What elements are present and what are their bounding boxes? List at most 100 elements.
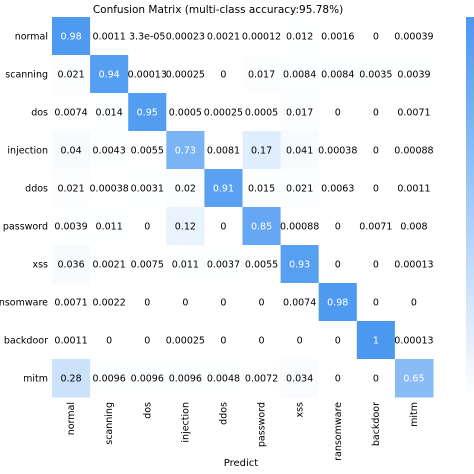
column-tick-label: password <box>257 402 268 447</box>
cell-value-label: 0 <box>182 298 188 309</box>
cell-value-label: 0 <box>297 336 303 347</box>
cell-value-label: 0 <box>144 298 150 309</box>
heatmap-cell <box>128 283 167 322</box>
heatmap-cell <box>52 207 91 246</box>
cell-value-label: 0.0055 <box>245 260 278 271</box>
cell-value-label: 0.93 <box>289 260 310 271</box>
cell-value-label: 0 <box>335 108 341 119</box>
cell-value-label: 0.021 <box>57 184 84 195</box>
cell-value-label: 0.73 <box>175 146 196 157</box>
heatmap-cell <box>90 321 129 360</box>
heatmap-cell <box>280 93 320 132</box>
heatmap-cell <box>204 207 243 246</box>
heatmap-cell <box>318 131 358 170</box>
heatmap-cell <box>90 207 129 246</box>
heatmap-cell <box>356 321 396 360</box>
heatmap-cell <box>90 17 129 56</box>
cell-value-label: 0 <box>373 260 379 271</box>
heatmap-cell <box>90 283 129 322</box>
heatmap-cell <box>128 93 167 132</box>
cell-value-label: 0 <box>335 260 341 271</box>
cell-value-label: 0.00025 <box>166 70 205 81</box>
column-tick-label: dos <box>142 402 153 419</box>
heatmap-cell <box>128 131 167 170</box>
cell-value-label: 0.0055 <box>131 146 164 157</box>
heatmap-cell <box>242 207 282 246</box>
column-tick-label: xss <box>295 402 306 418</box>
cell-value-label: 0.0035 <box>359 70 392 81</box>
heatmap-cell <box>394 169 434 208</box>
heatmap-cell <box>242 55 282 94</box>
heatmap-cell <box>280 245 320 284</box>
column-tick-label: mitm <box>409 402 420 427</box>
heatmap-cell <box>318 359 358 398</box>
cell-value-label: 0.0016 <box>321 32 354 43</box>
cell-value-label: 0 <box>373 146 379 157</box>
heatmap-cells: 0.98 0.0011 3.3e-05 0.00023 0.0021 0.00012 0.0… <box>52 17 434 398</box>
cell-value-label: 0.0005 <box>169 108 202 119</box>
heatmap-cell <box>90 93 129 132</box>
cell-value-label: 0.98 <box>327 298 348 309</box>
cell-value-label: 0.0096 <box>131 374 164 385</box>
cell-value-label: 0.0084 <box>321 70 354 81</box>
heatmap-cell <box>128 55 167 94</box>
heatmap-cell <box>356 207 396 246</box>
column-tick-label: backdoor <box>371 402 382 446</box>
heatmap-cell <box>318 245 358 284</box>
heatmap-cell <box>242 131 282 170</box>
heatmap-cell <box>52 359 91 398</box>
heatmap-cell <box>394 245 434 284</box>
heatmap-cell <box>52 283 91 322</box>
row-tick-label: injection <box>7 146 48 157</box>
heatmap-cell <box>356 131 396 170</box>
heatmap-cell <box>280 207 320 246</box>
cell-value-label: 0.00013 <box>394 336 433 347</box>
cell-value-label: 0.28 <box>60 374 81 385</box>
heatmap-cell <box>394 93 434 132</box>
cell-value-label: 0.02 <box>175 184 196 195</box>
heatmap-cell <box>166 17 205 56</box>
cell-value-label: 0.17 <box>251 146 272 157</box>
cell-value-label: 0.0074 <box>54 108 87 119</box>
cell-value-label: 0 <box>373 32 379 43</box>
cell-value-label: 0.012 <box>286 32 313 43</box>
heatmap-cell <box>128 169 167 208</box>
cell-value-label: 0.0071 <box>359 222 392 233</box>
cell-value-label: 0.0043 <box>93 146 126 157</box>
cell-value-label: 0.0074 <box>283 298 316 309</box>
cell-value-label: 0.041 <box>286 146 313 157</box>
cell-value-label: 0 <box>373 374 379 385</box>
heatmap-cell <box>90 131 129 170</box>
heatmap-cell <box>356 17 396 56</box>
column-labels: normal scanning dos injection ddos password xs… <box>66 402 420 461</box>
heatmap-cell <box>356 359 396 398</box>
cell-value-label: 0.0011 <box>93 32 126 43</box>
cell-value-label: 0.0037 <box>207 260 240 271</box>
heatmap-cell <box>318 283 358 322</box>
cell-value-label: 0.00039 <box>394 32 433 43</box>
row-tick-label: xss <box>32 260 48 271</box>
column-tick-label: normal <box>66 402 77 435</box>
heatmap-cell <box>128 207 167 246</box>
heatmap-cell <box>318 17 358 56</box>
heatmap-cell <box>394 321 434 360</box>
cell-value-label: 0.98 <box>60 32 81 43</box>
cell-value-label: 0.0096 <box>93 374 126 385</box>
heatmap-cell <box>204 321 243 360</box>
heatmap-cell <box>318 93 358 132</box>
heatmap-cell <box>242 17 282 56</box>
cell-value-label: 0.0011 <box>397 184 430 195</box>
cell-value-label: 0.0021 <box>207 32 240 43</box>
heatmap-cell <box>128 17 167 56</box>
cell-value-label: 0.036 <box>57 260 84 271</box>
heatmap-cell <box>356 93 396 132</box>
column-tick-label: injection <box>180 402 191 443</box>
heatmap-cell <box>318 55 358 94</box>
cell-value-label: 0.12 <box>175 222 196 233</box>
heatmap-cell <box>280 283 320 322</box>
heatmap-cell <box>52 17 91 56</box>
heatmap-cell <box>242 283 282 322</box>
cell-value-label: 0 <box>259 336 265 347</box>
heatmap-cell <box>128 321 167 360</box>
